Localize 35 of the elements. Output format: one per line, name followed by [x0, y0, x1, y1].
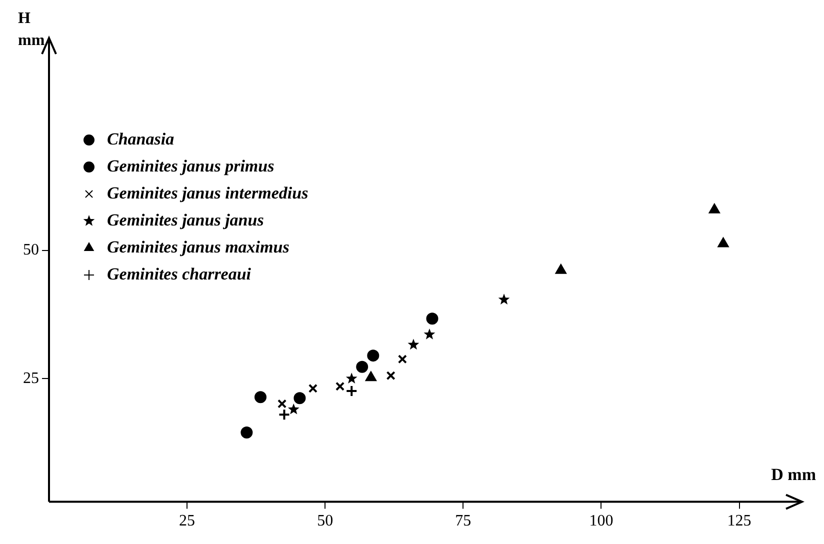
legend-label: Geminites janus primus	[107, 156, 275, 176]
legend-label: Geminites janus janus	[107, 210, 264, 230]
x-tick-label: 75	[455, 512, 472, 530]
point	[386, 371, 396, 380]
point	[278, 408, 290, 421]
point	[709, 204, 720, 214]
point	[346, 384, 358, 397]
point	[366, 372, 376, 382]
point	[356, 360, 368, 373]
point	[308, 384, 318, 393]
x-tick-label: 100	[589, 512, 614, 530]
point	[294, 392, 306, 404]
legend-label: Geminites charreaui	[107, 264, 252, 284]
point	[498, 294, 510, 304]
legend-label: Chanasia	[107, 129, 175, 148]
point	[424, 328, 436, 340]
point	[718, 238, 729, 248]
point	[426, 312, 438, 325]
point	[398, 354, 407, 364]
point	[408, 338, 420, 350]
point	[288, 403, 300, 414]
legend-label: Geminites janus intermedius	[107, 183, 309, 202]
point	[277, 399, 287, 408]
point	[556, 264, 566, 274]
point	[335, 382, 345, 391]
y-axis-title: H mm	[18, 9, 46, 51]
x-tick-label: 125	[727, 512, 752, 530]
legend-label: Geminites janus maximus	[107, 237, 290, 256]
point	[367, 350, 380, 362]
point	[254, 391, 266, 404]
x-tick-label: 25	[179, 512, 196, 530]
point	[240, 426, 253, 439]
point	[346, 372, 358, 384]
x-axis-title: D mm	[771, 465, 816, 485]
x-tick-label: 50	[317, 512, 334, 530]
